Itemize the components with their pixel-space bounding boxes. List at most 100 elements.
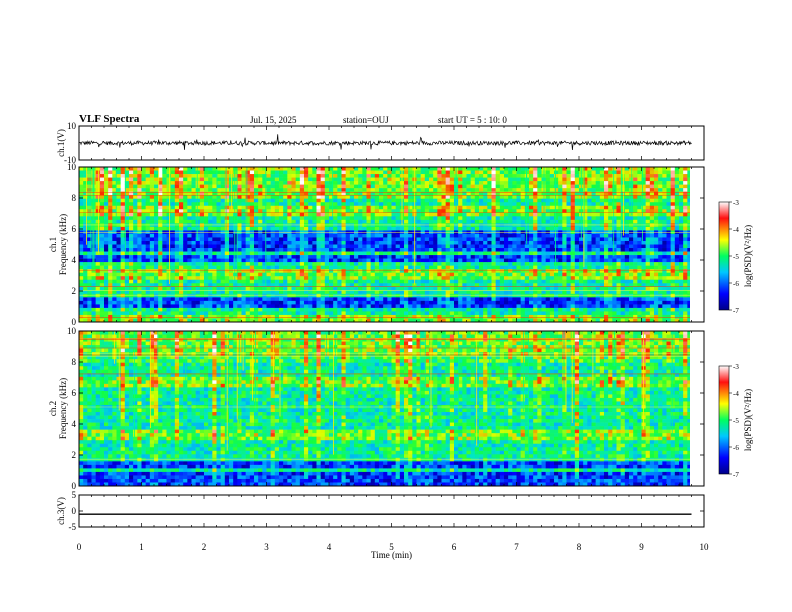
ch1-spec-cell xyxy=(237,293,242,298)
ch1-spec-cell xyxy=(399,286,405,291)
ch1-spec-cell xyxy=(233,293,238,298)
ch1-spec-cell xyxy=(154,279,159,284)
ch1-spec-cell xyxy=(245,237,251,242)
ch1-spec-cell xyxy=(187,286,192,291)
ch1-spec-cell xyxy=(370,202,376,207)
ch1-spec-cell xyxy=(279,283,284,288)
ch1-spec-cell xyxy=(233,262,238,266)
ch1-spec-cell xyxy=(516,286,521,291)
ch1-spec-cell xyxy=(358,174,363,178)
ch1-spec-cell xyxy=(116,318,121,323)
ch1-spec-cell xyxy=(158,233,163,238)
ch1-spec-cell xyxy=(504,191,509,196)
ch1-spec-cell xyxy=(116,300,121,305)
ch1-spec-cell xyxy=(291,262,296,266)
ch1-spec-cell xyxy=(462,269,467,273)
ch1-spec-cell xyxy=(204,216,209,221)
ch1-spec-cell xyxy=(291,205,296,210)
ch1-spec-cell xyxy=(470,212,476,217)
ch1-spec-cell xyxy=(270,167,276,171)
ch1-spec-cell xyxy=(199,279,205,284)
ch1-spec-cell xyxy=(233,205,238,210)
ch1-spec-cell xyxy=(404,198,409,203)
ch1-spec-cell xyxy=(99,198,105,203)
ch1-spec-cell xyxy=(133,167,138,171)
ch1-spec-cell xyxy=(316,318,321,323)
ch1-spec-cell xyxy=(229,258,234,263)
ch1-spec-cell xyxy=(379,198,384,203)
ch1-spec-cell xyxy=(529,195,534,199)
ch1-spec-cell xyxy=(183,177,188,182)
ch1-spec-cell xyxy=(166,174,171,178)
ch1-spec-cell xyxy=(83,272,88,277)
ch1-spec-cell xyxy=(245,318,251,323)
ch1-spec-cell xyxy=(95,167,101,171)
ch1-spec-cell xyxy=(479,300,484,305)
ch1-spec-cell xyxy=(454,276,459,281)
ch1-spec-cell xyxy=(370,314,376,319)
ch1-spec-cell xyxy=(537,174,542,178)
ch1-spec-cell xyxy=(445,300,451,305)
ch1-spec-cell xyxy=(441,286,446,291)
ch1-spec-cell xyxy=(508,223,513,228)
ch1-spec-cell xyxy=(504,272,509,277)
ch1-spec-cell xyxy=(424,251,430,256)
ch1-spec-cell xyxy=(412,318,417,323)
ch1-spec-cell xyxy=(299,198,305,203)
ch1-spec-cell xyxy=(95,177,101,182)
ch1-spec-cell xyxy=(516,255,521,259)
ch1-spec-cell xyxy=(441,167,446,171)
ch1-spec-cell xyxy=(279,174,284,178)
ch1-spec-cell xyxy=(474,177,480,182)
ch1-spec-cell xyxy=(233,304,238,309)
ch1-spec-cell xyxy=(258,226,263,231)
ch1-spec-cell xyxy=(170,293,176,298)
ch1-spec-cell xyxy=(295,276,301,281)
ch1-spec-cell xyxy=(299,188,305,192)
ch1-spec-cell xyxy=(162,255,167,259)
ch1-spec-cell xyxy=(341,304,346,309)
ch1-spec-cell xyxy=(166,300,171,305)
ch1-spec-cell xyxy=(174,237,180,242)
ch1-spec-cell xyxy=(533,258,538,263)
ch1-spec-cell xyxy=(449,279,455,284)
ch1-spec-cell xyxy=(95,191,101,196)
ch1-spec-cell xyxy=(512,269,517,273)
ch1-spec-cell xyxy=(212,318,217,323)
ch1-spec-cell xyxy=(187,195,192,199)
ch1-spec-cell xyxy=(154,304,159,309)
ch1-spec-cell xyxy=(187,279,192,284)
ch1-spec-cell xyxy=(308,237,313,242)
ch1-spec-cell xyxy=(295,198,301,203)
ch1-spec-cell xyxy=(345,177,351,182)
ch1-spec-cell xyxy=(283,276,288,281)
ch1-spec-cell xyxy=(283,248,288,252)
ch1-spec-cell xyxy=(345,276,351,281)
ch1-spec-cell xyxy=(462,248,467,252)
ch1-spec-cell xyxy=(179,314,184,319)
ch1-spec-cell xyxy=(433,276,438,281)
ch1-spec-cell xyxy=(258,198,263,203)
ch1-spec-cell xyxy=(137,209,142,214)
ch1-spec-cell xyxy=(191,205,196,210)
ch1-spec-cell xyxy=(295,209,301,214)
ch1-spec-cell xyxy=(187,177,192,182)
ch1-spec-cell xyxy=(495,293,501,298)
ch1-spec-cell xyxy=(458,286,463,291)
ch1-spec-cell xyxy=(391,307,396,312)
ch1-spec-cell xyxy=(354,286,359,291)
ch1-spec-cell xyxy=(324,279,330,284)
ch1-spec-cell xyxy=(483,248,488,252)
ch1-spec-cell xyxy=(224,212,230,217)
ch1-spec-cell xyxy=(445,240,451,245)
ch1-spec-cell xyxy=(345,265,351,270)
ch1-spec-cell xyxy=(349,248,355,252)
ch1-spec-cell xyxy=(104,290,109,295)
ch1-spec-cell xyxy=(79,223,84,228)
ch1-spec-cell xyxy=(370,283,376,288)
ch1-spec-cell xyxy=(383,188,388,192)
ch1-spec-cell xyxy=(274,226,280,231)
ch1-spec-cell xyxy=(179,272,184,277)
ch1-spec-cell xyxy=(404,167,409,171)
ch1-spec-cell xyxy=(254,286,259,291)
